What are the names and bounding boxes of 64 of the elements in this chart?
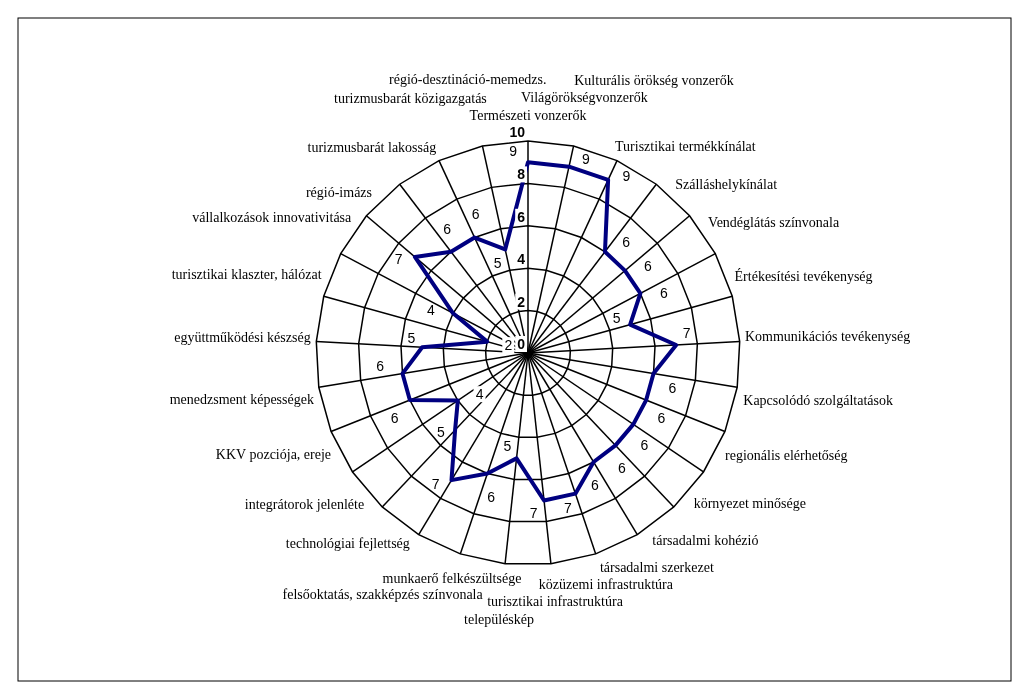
data-label: 7 [563,500,572,517]
spoke-label: Szálláshelykínálat [675,177,778,193]
spoke-label: Értékesítési tevékenység [734,267,873,284]
spoke-label: turisztikai klaszter, hálózat [171,267,322,283]
data-label: 2 [504,337,513,354]
data-label: 5 [407,330,416,346]
data-label: 6 [471,206,480,223]
data-label: 6 [443,220,452,237]
data-label: 4 [427,302,436,319]
y-tick-label: 2 [517,293,526,310]
spoke-label: integrátorok jelenléte [244,497,365,513]
spoke-label: társadalmi szerkezet [599,559,714,575]
data-label: 6 [487,488,496,505]
y-tick-label: 8 [517,166,526,183]
spoke-label: turizmusbarát lakosság [307,140,437,156]
spoke-label: KKV pozciója, ereje [215,446,332,462]
spoke-label: Természeti vonzerők [469,107,587,123]
spoke-label: turizmusbarát közigazgatás [334,91,487,107]
spoke-label: környezet minősége [693,495,806,511]
spoke-label: technológiai fejlettség [285,535,410,551]
data-label: 9 [582,151,591,168]
data-label: 7 [529,504,538,521]
data-label: 5 [612,309,621,326]
data-label: 9 [509,143,518,160]
spoke-label: közüzemi infrastruktúra [538,576,674,592]
data-label: 5 [503,438,512,455]
y-tick-label: 6 [517,208,526,225]
spoke-label: vállalkozások innovativitása [192,209,353,225]
data-label: 6 [659,285,668,302]
spoke-label: Kulturális örökség vonzerők [574,73,734,89]
y-tick-label: 4 [517,251,526,268]
data-label: 6 [617,459,626,476]
y-tick-label: 0 [517,336,526,352]
data-label: 6 [390,409,399,426]
data-label: 6 [376,358,385,375]
data-label: 6 [657,409,666,426]
data-label: 6 [640,437,649,454]
data-label: 6 [591,477,600,494]
data-label: 9 [622,168,631,185]
spoke-label: társadalmi kohézió [652,532,759,548]
spoke-label: Világörökségvonzerők [520,89,648,105]
spoke-label: munkaerő felkészültsége [382,571,522,587]
spoke-label: Kapcsolódó szolgáltatások [743,393,893,409]
data-label: 6 [622,233,631,250]
spoke-label: településkép [464,611,535,627]
spoke-label: felsőoktatás, szakképzés színvonala [282,587,484,603]
data-label: 6 [643,257,652,274]
spoke-label: regionális elérhetőség [725,448,848,464]
spoke-label: Turisztikai termékkínálat [615,138,756,154]
spoke-label: Vendéglátás színvonala [708,215,840,231]
data-label: 7 [682,324,691,341]
data-label: 5 [437,424,446,441]
y-tick-label: 10 [509,124,526,140]
data-label: 5 [493,254,502,271]
spoke-label: turisztikai infrastruktúra [487,594,624,610]
data-label: 7 [431,475,440,492]
spoke-label: együttműködési készség [174,330,311,346]
spoke-label: régió-imázs [305,184,373,200]
spoke-label: régió-desztináció-memedzs. [389,72,547,88]
spoke-label: menedzsment képességek [169,392,314,408]
data-label: 7 [394,250,403,267]
spoke-label: Kommunikációs tevékenység [744,329,911,345]
data-label: 6 [668,379,677,396]
data-label: 4 [475,386,484,403]
